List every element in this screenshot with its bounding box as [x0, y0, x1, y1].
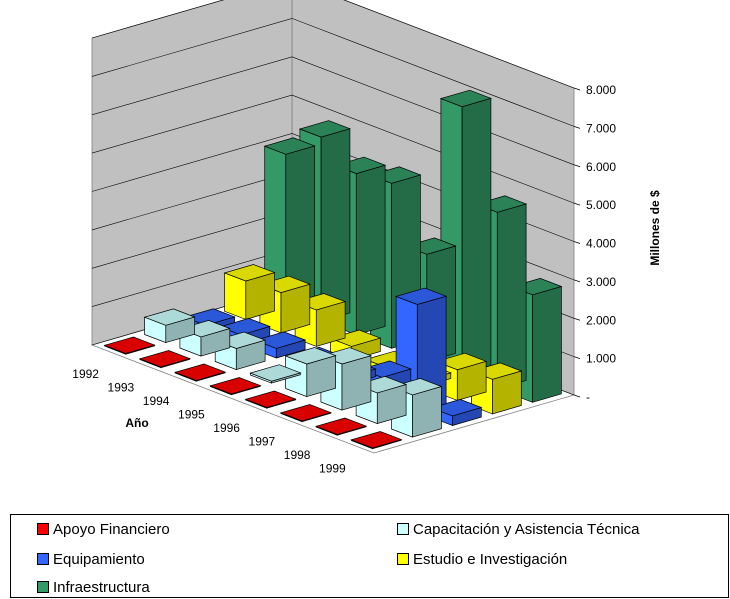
z-tick-mark — [573, 202, 581, 206]
z-tick-label: 7.000 — [586, 121, 616, 135]
bar — [263, 137, 316, 309]
z-tick-label: 8.000 — [586, 83, 616, 97]
gridline — [91, 0, 575, 89]
category-tick-label: 1998 — [284, 448, 311, 462]
category-tick-label: 1993 — [108, 380, 135, 394]
bar — [244, 390, 297, 409]
bar — [284, 347, 337, 398]
chart-legend: Apoyo Financiero Capacitación y Asistenci… — [10, 514, 729, 598]
bar — [430, 399, 483, 427]
bar — [249, 364, 302, 384]
z-tick-mark — [573, 279, 581, 283]
legend-label: Apoyo Financiero — [53, 520, 170, 538]
legend-label: Equipamiento — [53, 550, 145, 568]
legend-swatch — [37, 523, 49, 535]
bar — [138, 350, 191, 369]
chart-bars — [103, 89, 563, 450]
legend-label: Infraestructura — [53, 578, 150, 596]
category-tick-label: 1992 — [72, 367, 99, 381]
bar — [258, 275, 311, 334]
legend-swatch — [37, 553, 49, 565]
z-tick-label: 3.000 — [586, 275, 616, 289]
z-tick-mark — [573, 164, 581, 168]
bar — [143, 308, 196, 344]
z-tick-mark — [573, 87, 581, 91]
category-tick-label: 1997 — [249, 434, 276, 448]
gridline — [91, 18, 575, 127]
bar — [174, 363, 227, 382]
bar — [315, 417, 368, 436]
bar — [209, 377, 262, 396]
category-tick-label: 1995 — [178, 407, 205, 421]
y-axis-title: Año — [125, 416, 148, 430]
z-tick-label: - — [586, 390, 590, 404]
z-tick-mark — [573, 356, 581, 360]
z-axis-title: Millones de $ — [648, 190, 662, 266]
category-tick-label: 1994 — [143, 394, 170, 408]
legend-item: Estudio e Investigación — [397, 549, 567, 569]
z-tick-label: 5.000 — [586, 198, 616, 212]
z-tick-label: 4.000 — [586, 237, 616, 251]
bar — [103, 336, 156, 355]
z-tick-mark — [573, 125, 581, 129]
legend-item: Infraestructura — [37, 577, 150, 597]
legend-swatch — [397, 553, 409, 565]
category-tick-label: 1996 — [213, 421, 240, 435]
legend-swatch — [397, 523, 409, 535]
legend-label: Capacitación y Asistencia Técnica — [413, 520, 640, 538]
chart: - 1.000 2.000 3.000 4.000 5.000 6.000 7.000 8.00… — [72, 0, 662, 476]
legend-item: Capacitación y Asistencia Técnica — [397, 519, 640, 539]
bar — [279, 404, 332, 423]
legend-item: Equipamiento — [37, 549, 145, 569]
legend-item: Apoyo Financiero — [37, 519, 170, 539]
category-tick-labels: 1992 1993 1994 1995 1996 1997 1998 1999 — [72, 367, 346, 476]
z-tick-label: 1.000 — [586, 352, 616, 366]
z-tick-mark — [573, 394, 581, 398]
bar — [350, 431, 403, 450]
z-axis-tick-labels: - 1.000 2.000 3.000 4.000 5.000 6.000 7.000 8.00… — [586, 83, 616, 404]
z-tick-label: 6.000 — [586, 160, 616, 174]
bar — [223, 264, 276, 320]
z-tick-mark — [573, 241, 581, 244]
z-tick-label: 2.000 — [586, 313, 616, 327]
category-tick-label: 1999 — [319, 461, 346, 475]
legend-label: Estudio e Investigación — [413, 550, 568, 568]
legend-swatch — [37, 581, 49, 593]
z-tick-mark — [573, 317, 581, 321]
